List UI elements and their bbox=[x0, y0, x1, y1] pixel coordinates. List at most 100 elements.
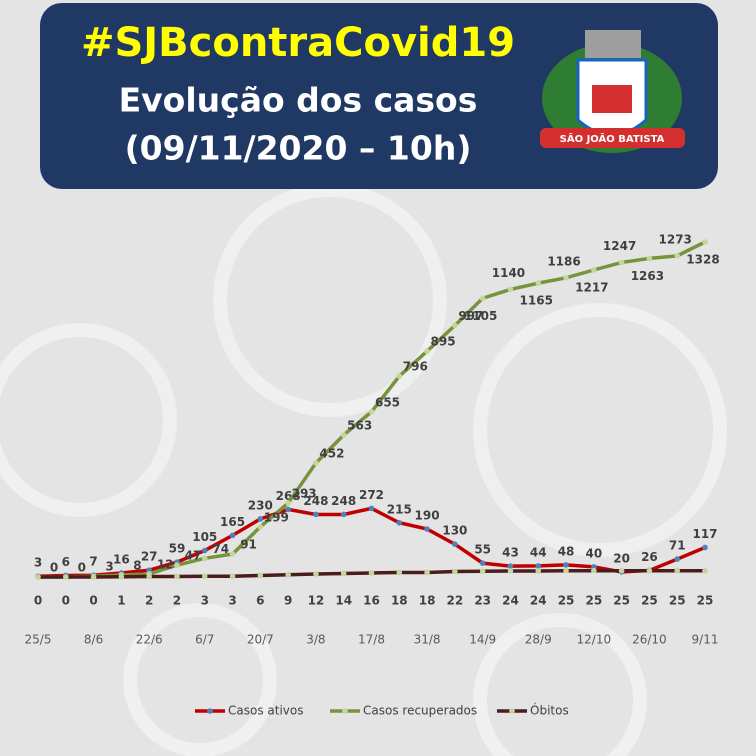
data-label: 24 bbox=[502, 594, 519, 608]
data-label: 1217 bbox=[575, 281, 608, 295]
data-label: 12 bbox=[157, 557, 174, 571]
x-tick-label: 14/9 bbox=[469, 633, 496, 647]
data-point bbox=[674, 556, 681, 562]
data-label: 563 bbox=[347, 418, 372, 432]
x-tick-label: 6/7 bbox=[195, 633, 214, 647]
data-label: 997 bbox=[458, 309, 483, 323]
legend-label: Óbitos bbox=[530, 703, 569, 718]
legend-label: Casos ativos bbox=[228, 704, 303, 718]
legend-label: Casos recuperados bbox=[363, 704, 477, 718]
data-point bbox=[146, 573, 152, 580]
x-tick-label: 22/6 bbox=[136, 633, 163, 647]
data-point bbox=[257, 572, 264, 579]
logo: SÃO JOÃO BATISTA bbox=[540, 30, 685, 153]
data-point bbox=[396, 519, 403, 526]
data-label: 25 bbox=[585, 594, 602, 608]
data-point bbox=[479, 568, 486, 574]
data-label: 71 bbox=[669, 539, 686, 553]
legend-marker bbox=[342, 708, 348, 714]
data-point bbox=[35, 574, 41, 580]
x-tick-label: 20/7 bbox=[247, 633, 274, 647]
data-point bbox=[646, 567, 653, 574]
data-point bbox=[563, 275, 569, 281]
data-label: 2 bbox=[173, 594, 181, 608]
data-point bbox=[340, 511, 347, 518]
data-label: 0 bbox=[34, 594, 42, 608]
data-point bbox=[674, 567, 681, 574]
data-label: 3 bbox=[34, 556, 42, 570]
data-label: 91 bbox=[240, 538, 257, 552]
date: (09/11/2020 – 10h) bbox=[125, 129, 472, 168]
data-point bbox=[368, 570, 375, 576]
data-point bbox=[340, 432, 347, 438]
data-point bbox=[535, 568, 542, 574]
data-label: 24 bbox=[530, 594, 547, 608]
data-label: 796 bbox=[403, 360, 428, 374]
data-label: 25 bbox=[558, 594, 575, 608]
background-virus bbox=[0, 183, 727, 756]
data-point bbox=[591, 567, 597, 574]
data-point bbox=[285, 500, 291, 506]
data-point bbox=[118, 573, 125, 580]
data-label: 1105 bbox=[464, 309, 497, 323]
data-point bbox=[479, 295, 486, 302]
data-label: 0 bbox=[50, 561, 58, 575]
data-label: 9 bbox=[284, 594, 292, 608]
data-label: 14 bbox=[335, 594, 352, 608]
data-label: 16 bbox=[363, 594, 380, 608]
data-label: 1263 bbox=[631, 269, 664, 283]
data-label: 105 bbox=[192, 530, 217, 544]
data-point bbox=[535, 563, 542, 569]
data-point bbox=[396, 373, 403, 380]
data-label: 25 bbox=[613, 594, 630, 608]
data-point bbox=[563, 562, 569, 568]
data-label: 6 bbox=[62, 555, 70, 569]
x-tick-label: 25/5 bbox=[25, 633, 52, 647]
data-label: 165 bbox=[220, 515, 245, 529]
data-point bbox=[396, 569, 403, 576]
data-label: 18 bbox=[391, 594, 408, 608]
data-label: 7 bbox=[89, 555, 97, 569]
data-label: 190 bbox=[415, 509, 440, 523]
data-label: 293 bbox=[292, 487, 317, 501]
data-label: 3 bbox=[228, 594, 236, 608]
data-point bbox=[285, 506, 291, 513]
data-label: 3 bbox=[105, 560, 113, 574]
data-point bbox=[563, 567, 569, 574]
x-tick-label: 3/8 bbox=[306, 633, 325, 647]
data-point bbox=[646, 255, 653, 262]
data-label: 230 bbox=[248, 498, 273, 512]
data-label: 655 bbox=[375, 395, 400, 409]
x-tick-label: 12/10 bbox=[577, 633, 612, 647]
data-label: 130 bbox=[442, 524, 467, 538]
logo-text: SÃO JOÃO BATISTA bbox=[560, 132, 665, 145]
data-point bbox=[618, 567, 625, 574]
data-label: 59 bbox=[169, 542, 186, 556]
data-label: 248 bbox=[303, 494, 328, 508]
data-point bbox=[507, 286, 514, 293]
data-point bbox=[313, 571, 319, 577]
data-label: 3 bbox=[201, 594, 209, 608]
data-label: 248 bbox=[331, 494, 356, 508]
data-point bbox=[452, 322, 458, 329]
data-point bbox=[229, 532, 236, 539]
data-label: 26 bbox=[641, 550, 658, 564]
data-label: 27 bbox=[141, 550, 158, 564]
data-point bbox=[90, 574, 97, 580]
title: #SJBcontraCovid19 bbox=[81, 20, 515, 66]
data-point bbox=[340, 570, 347, 577]
data-point bbox=[479, 560, 486, 566]
data-label: 1165 bbox=[520, 294, 553, 308]
data-label: 47 bbox=[185, 549, 202, 563]
data-label: 12 bbox=[308, 594, 325, 608]
data-label: 0 bbox=[78, 561, 86, 575]
data-point bbox=[618, 259, 625, 266]
data-point bbox=[285, 571, 291, 578]
data-point bbox=[201, 555, 208, 562]
data-label: 199 bbox=[264, 510, 289, 524]
data-point bbox=[174, 562, 180, 568]
data-label: 16 bbox=[113, 552, 130, 566]
data-point bbox=[702, 239, 708, 245]
